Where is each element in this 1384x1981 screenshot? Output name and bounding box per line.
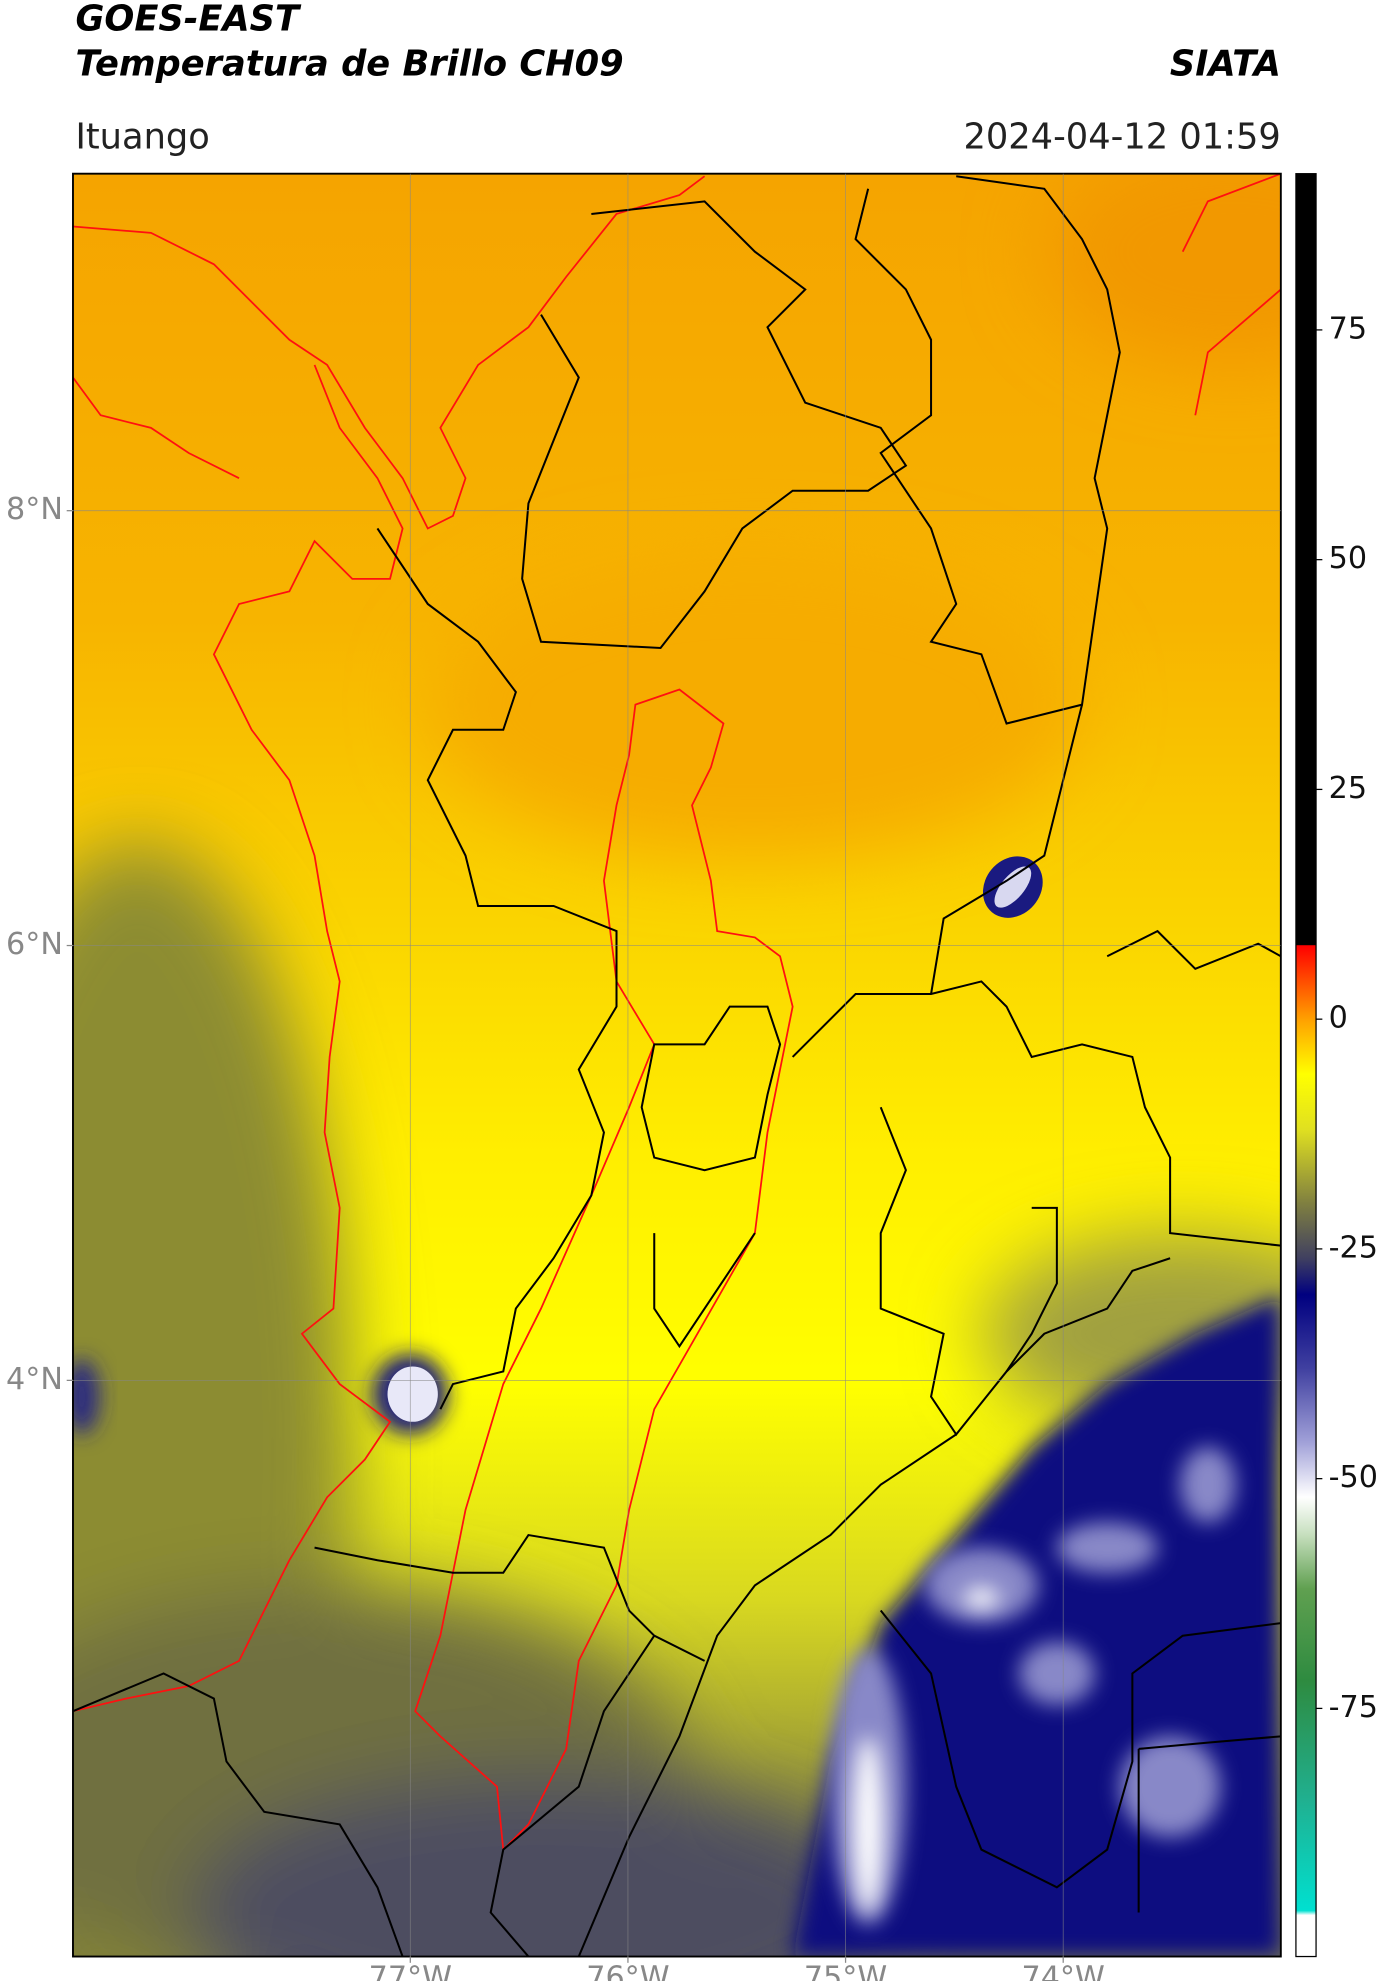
x-tick-label: 77°W <box>369 1961 452 1981</box>
colorbar-tick-label: 25 <box>1329 771 1367 806</box>
colorbar <box>1295 173 1317 1958</box>
map-frame <box>72 172 1282 1958</box>
map-field <box>72 173 1281 1957</box>
y-tick-label: 6°N <box>6 927 63 962</box>
title: GOES-EAST <box>75 0 302 39</box>
y-tick-label: 4°N <box>6 1362 63 1397</box>
colorbar-tick-label: -75 <box>1329 1690 1378 1725</box>
colorbar-tick-label: 0 <box>1329 1001 1348 1036</box>
datetime: 2024-04-12 01:59 <box>963 117 1280 158</box>
location: Ituango <box>75 117 209 158</box>
x-tick-label: 75°W <box>804 1961 887 1981</box>
y-tick-label: 8°N <box>6 492 63 527</box>
x-tick-label: 74°W <box>1022 1961 1105 1981</box>
axes: 77°W 76°W 75°W 74°W 8°N 6°N 4°N 75 50 25 0 -25 -50 -7… <box>6 173 1378 1981</box>
colorbar-tick-label: -25 <box>1329 1230 1378 1265</box>
colorbar-tick-label: -50 <box>1329 1460 1378 1495</box>
colorbar-tick-label: 75 <box>1329 311 1367 346</box>
subtitle: Temperatura de Brillo CH09 <box>75 44 623 85</box>
x-tick-label: 76°W <box>586 1961 669 1981</box>
colorbar-tick-label: 50 <box>1329 541 1367 576</box>
source: SIATA <box>1170 44 1281 85</box>
